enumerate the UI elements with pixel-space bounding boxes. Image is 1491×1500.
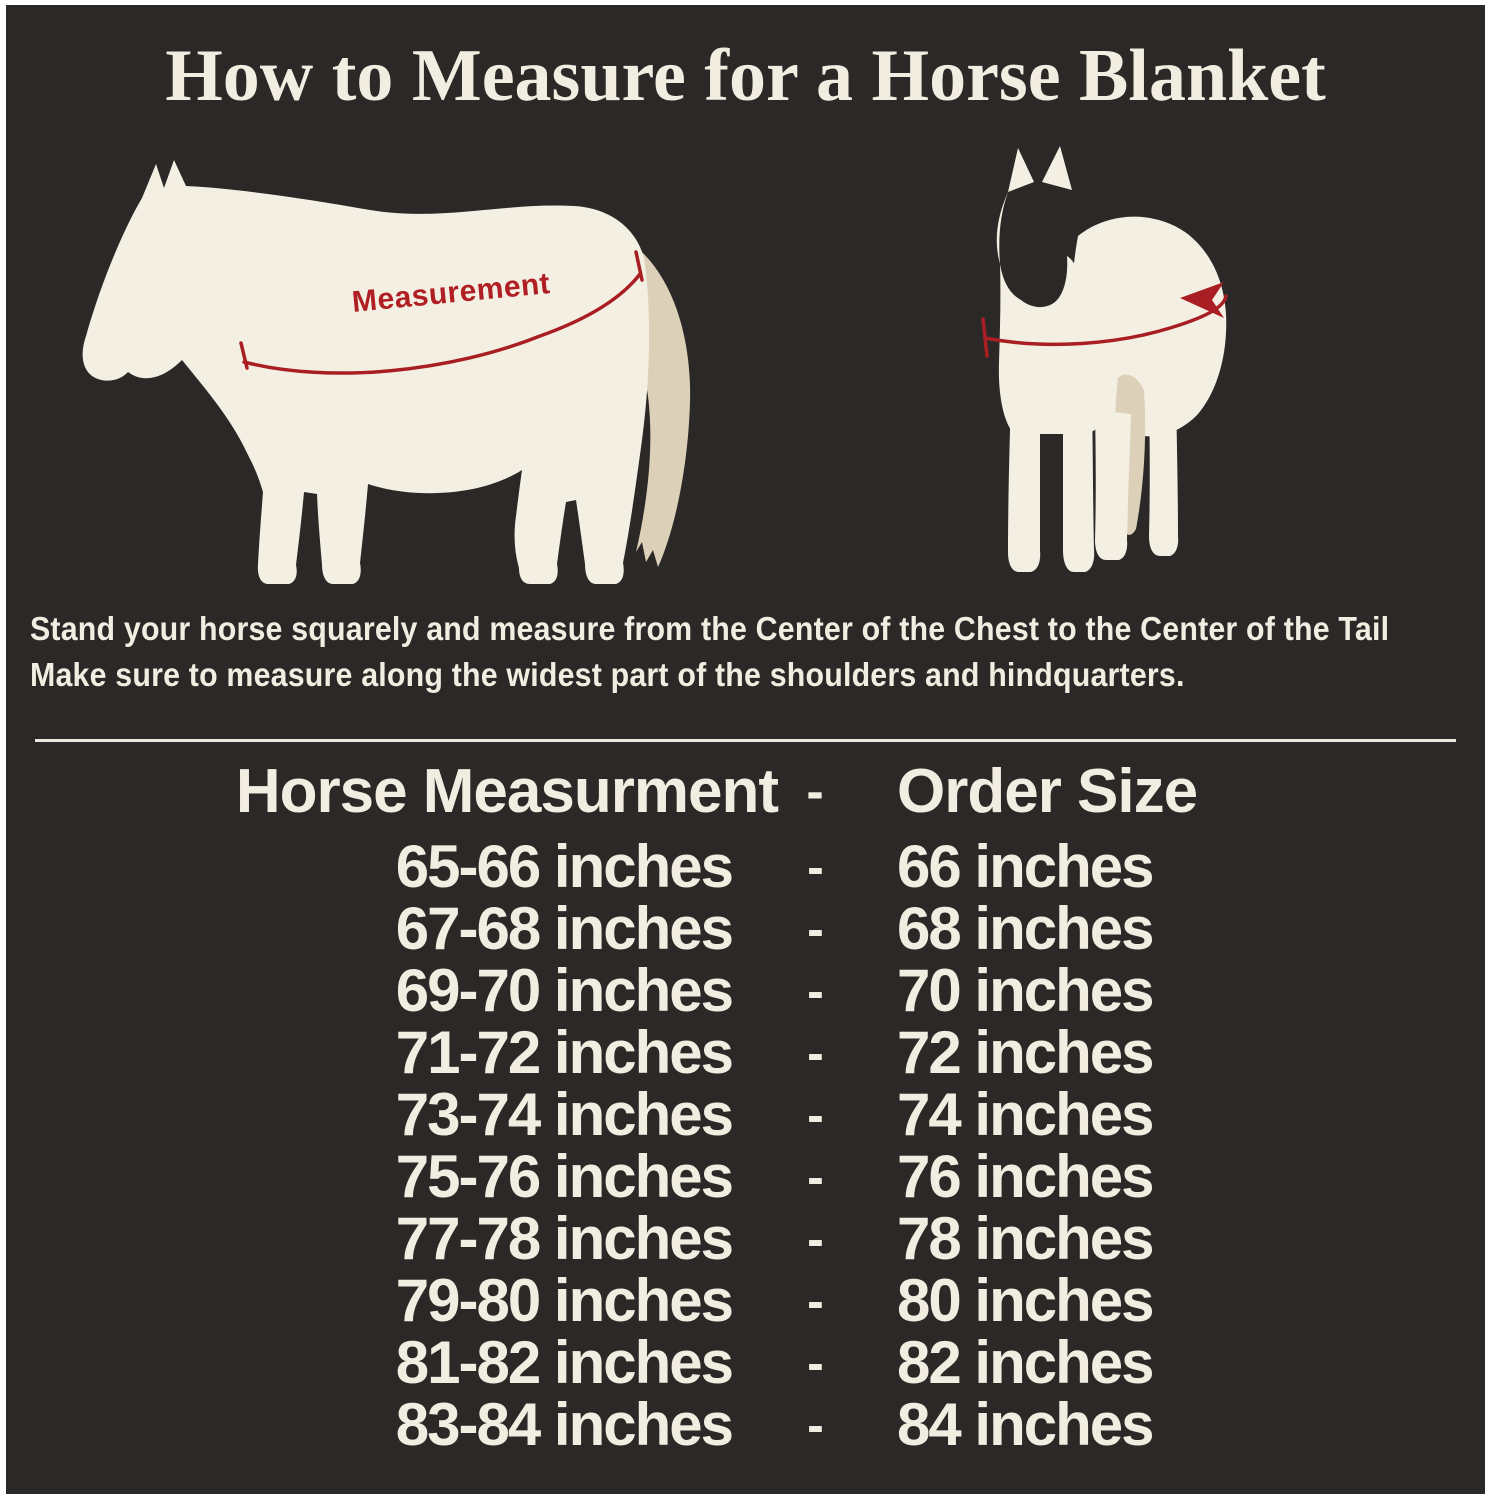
size-row: 75-76 inches - 76 inches [0, 1146, 1485, 1208]
instructions-line-1: Stand your horse squarely and measure fr… [30, 610, 1390, 647]
order-size: 82 inches [897, 1329, 1155, 1396]
row-separator: - [807, 1087, 824, 1143]
order-size: 76 inches [897, 1143, 1155, 1210]
row-separator: - [807, 1025, 824, 1081]
side-view-horse-illustration: Measurement [82, 160, 691, 584]
order-size: 84 inches [897, 1391, 1155, 1458]
size-row: 71-72 inches - 72 inches [0, 1022, 1485, 1084]
measurement-range: 79-80 inches [395, 1267, 734, 1334]
row-separator: - [807, 1397, 824, 1453]
order-size: 78 inches [897, 1205, 1155, 1272]
measurement-range: 83-84 inches [395, 1391, 734, 1458]
size-row: 69-70 inches - 70 inches [0, 960, 1485, 1022]
measuring-instructions: Stand your horse squarely and measure fr… [30, 606, 1491, 698]
measurement-line [239, 250, 644, 375]
instructions-line-2: Make sure to measure along the widest pa… [30, 656, 1185, 693]
horse-head [996, 152, 1107, 434]
divider-line [35, 739, 1456, 742]
measurement-range: 81-82 inches [395, 1329, 734, 1396]
size-row: 81-82 inches - 82 inches [0, 1332, 1485, 1394]
measurement-range: 73-74 inches [395, 1081, 734, 1148]
size-row: 77-78 inches - 78 inches [0, 1208, 1485, 1270]
row-separator: - [807, 1149, 824, 1205]
row-separator: - [807, 1335, 824, 1391]
horse-legs [1008, 396, 1179, 572]
horse-barrel [1069, 216, 1227, 437]
size-row: 79-80 inches - 80 inches [0, 1270, 1485, 1332]
size-chart: 65-66 inches - 66 inches 67-68 inches - … [0, 836, 1485, 1456]
row-separator: - [807, 1211, 824, 1267]
front-view-horse-illustration [981, 146, 1228, 572]
measurement-range: 67-68 inches [395, 895, 734, 962]
size-row: 83-84 inches - 84 inches [0, 1394, 1485, 1456]
size-row: 73-74 inches - 74 inches [0, 1084, 1485, 1146]
header-separator: - [806, 763, 823, 821]
row-separator: - [807, 901, 824, 957]
row-separator: - [807, 1273, 824, 1329]
measurement-range: 69-70 inches [395, 957, 734, 1024]
horse-ears [1008, 146, 1072, 192]
measurement-range: 77-78 inches [395, 1205, 734, 1272]
row-separator: - [807, 839, 824, 895]
header-measurement: Horse Measurment [235, 757, 779, 826]
order-size: 74 inches [897, 1081, 1155, 1148]
order-size: 70 inches [897, 957, 1155, 1024]
size-row: 67-68 inches - 68 inches [0, 898, 1485, 960]
header-order-size: Order Size [897, 757, 1198, 826]
measurement-arrow-icon [981, 282, 1228, 358]
measurement-range: 65-66 inches [395, 833, 734, 900]
size-chart-header: Horse Measurment - Order Size [0, 756, 1485, 828]
horse-tail [610, 235, 691, 567]
measurement-range: 75-76 inches [395, 1143, 734, 1210]
page-title: How to Measure for a Horse Blanket [165, 35, 1326, 117]
measurement-range: 71-72 inches [395, 1019, 734, 1086]
row-separator: - [807, 963, 824, 1019]
order-size: 68 inches [897, 895, 1155, 962]
size-row: 65-66 inches - 66 inches [0, 836, 1485, 898]
order-size: 80 inches [897, 1267, 1155, 1334]
order-size: 72 inches [897, 1019, 1155, 1086]
order-size: 66 inches [897, 833, 1155, 900]
